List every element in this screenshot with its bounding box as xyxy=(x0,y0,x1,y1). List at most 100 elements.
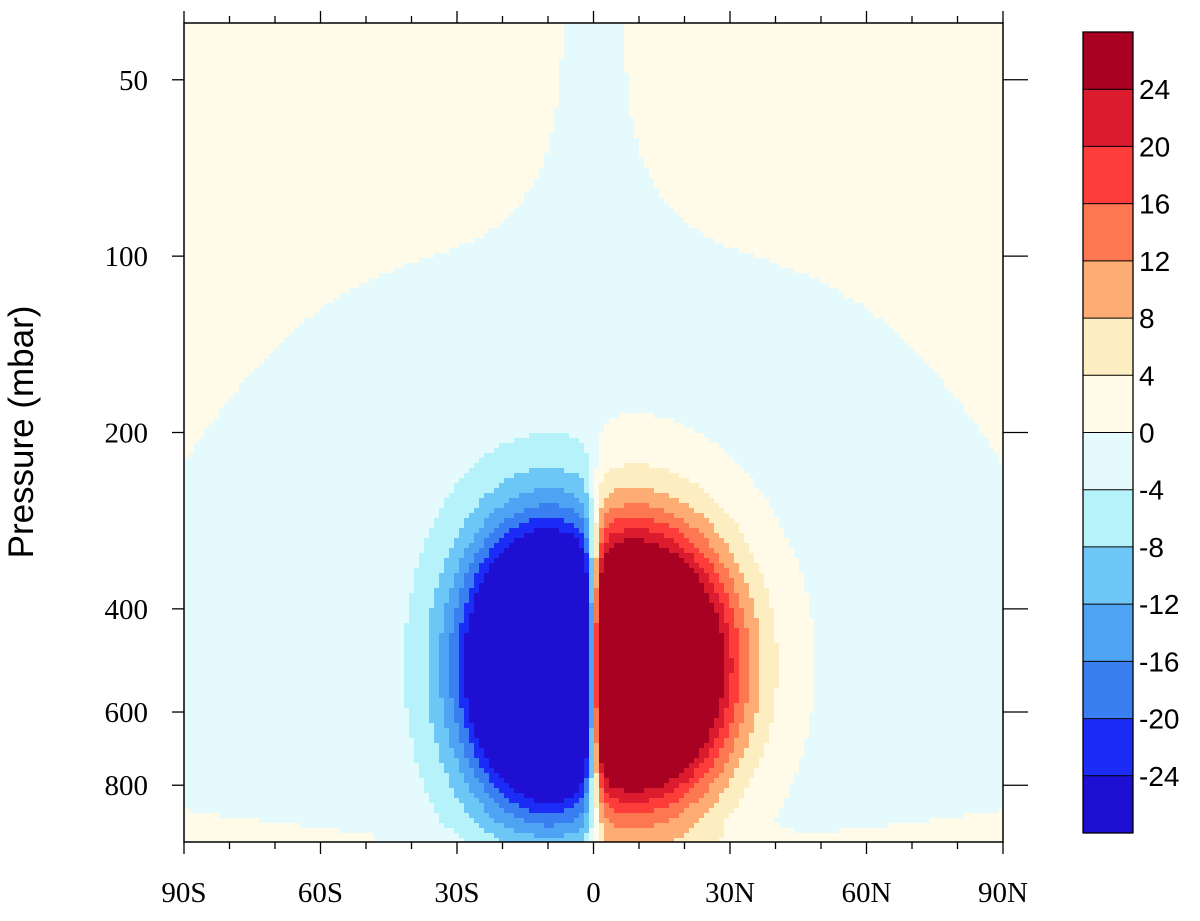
contour-cell xyxy=(579,828,590,834)
contour-cell xyxy=(589,793,595,799)
contour-cell xyxy=(594,508,600,514)
contour-cell xyxy=(724,563,740,569)
contour-cell xyxy=(444,708,455,714)
contour-cell xyxy=(734,738,750,744)
contour-cell xyxy=(604,478,690,484)
contour-cell xyxy=(574,493,590,499)
contour-cell xyxy=(624,503,650,509)
contour-cell xyxy=(184,383,240,389)
contour-cell xyxy=(599,743,705,749)
contour-cell xyxy=(404,673,430,679)
contour-cell xyxy=(479,588,590,594)
colorbar-swatch xyxy=(1083,661,1133,720)
contour-cell xyxy=(609,548,670,554)
contour-cell xyxy=(719,773,735,779)
contour-cell xyxy=(729,703,735,709)
contour-cell xyxy=(479,583,590,589)
contour-cell xyxy=(599,453,730,459)
contour-cell xyxy=(729,623,735,629)
contour-cell xyxy=(589,693,595,699)
contour-cell xyxy=(584,548,590,554)
contour-cell xyxy=(204,428,605,434)
contour-cell xyxy=(589,698,595,704)
colorbar-frame xyxy=(1082,31,1134,834)
contour-cell xyxy=(679,473,750,479)
contour-cell xyxy=(604,808,615,814)
contour-cell xyxy=(654,183,1004,189)
contour-cell xyxy=(754,483,1004,489)
contour-cell xyxy=(474,743,480,749)
contour-cell xyxy=(719,708,725,714)
contour-cell xyxy=(944,383,1004,389)
contour-cell xyxy=(854,298,1004,304)
contour-cell xyxy=(484,453,590,459)
contour-cell xyxy=(469,513,490,519)
contour-cell xyxy=(504,518,530,524)
contour-cell xyxy=(594,538,600,544)
contour-cell xyxy=(779,263,1004,269)
contour-cell xyxy=(664,198,1004,204)
contour-cell xyxy=(599,718,715,724)
contour-cell xyxy=(599,698,720,704)
contour-cell xyxy=(599,458,735,464)
contour-cell xyxy=(774,818,930,824)
contour-cell xyxy=(584,513,590,519)
contour-cell xyxy=(669,468,745,474)
contour-cell xyxy=(184,553,420,559)
contour-cell xyxy=(609,818,670,824)
contour-cell xyxy=(589,548,595,554)
contour-cell xyxy=(599,643,725,649)
contour-cell xyxy=(609,508,665,514)
contour-cell xyxy=(464,553,475,559)
contour-cell xyxy=(739,603,755,609)
contour-cell xyxy=(184,648,405,654)
contour-cell xyxy=(674,838,720,843)
contour-cell xyxy=(754,558,800,564)
contour-cell xyxy=(414,748,440,754)
contour-cell xyxy=(459,648,465,654)
contour-cell xyxy=(599,658,725,664)
contour-cell xyxy=(499,223,690,229)
contour-cell xyxy=(599,443,720,449)
contour-cell xyxy=(909,343,1004,349)
contour-cell xyxy=(454,698,460,704)
contour-cell xyxy=(369,278,820,284)
contour-cell xyxy=(579,538,585,544)
contour-cell xyxy=(514,208,675,214)
contour-cell xyxy=(724,648,730,654)
contour-cell xyxy=(599,483,700,489)
contour-cell xyxy=(464,583,475,589)
contour-cell xyxy=(464,618,470,624)
contour-cell xyxy=(439,678,450,684)
contour-cell xyxy=(719,698,730,704)
contour-cell xyxy=(594,493,600,499)
contour-cell xyxy=(404,678,430,684)
contour-cell xyxy=(184,473,465,479)
contour-cell xyxy=(684,518,710,524)
contour-cell xyxy=(594,563,600,569)
colorbar-swatch xyxy=(1083,146,1133,205)
contour-cell xyxy=(964,408,1004,414)
contour-cell xyxy=(689,828,725,834)
contour-cell xyxy=(499,803,520,809)
contour-cell xyxy=(459,603,465,609)
contour-cell xyxy=(594,773,600,779)
contour-cell xyxy=(459,698,470,704)
contour-cell xyxy=(259,818,440,824)
colorbar-label: 4 xyxy=(1139,360,1155,391)
contour-cell xyxy=(479,568,490,574)
contour-cell xyxy=(469,618,590,624)
contour-cell xyxy=(449,663,460,669)
contour-cell xyxy=(459,738,470,744)
contour-cell xyxy=(504,793,525,799)
contour-cell xyxy=(779,663,815,669)
contour-cell xyxy=(684,558,695,564)
contour-cell xyxy=(184,358,265,364)
contour-cell xyxy=(989,443,1004,449)
contour-cell xyxy=(679,798,700,804)
contour-cell xyxy=(694,758,705,764)
contour-cell xyxy=(814,693,1004,699)
contour-cell xyxy=(469,588,480,594)
contour-cell xyxy=(654,178,1004,184)
